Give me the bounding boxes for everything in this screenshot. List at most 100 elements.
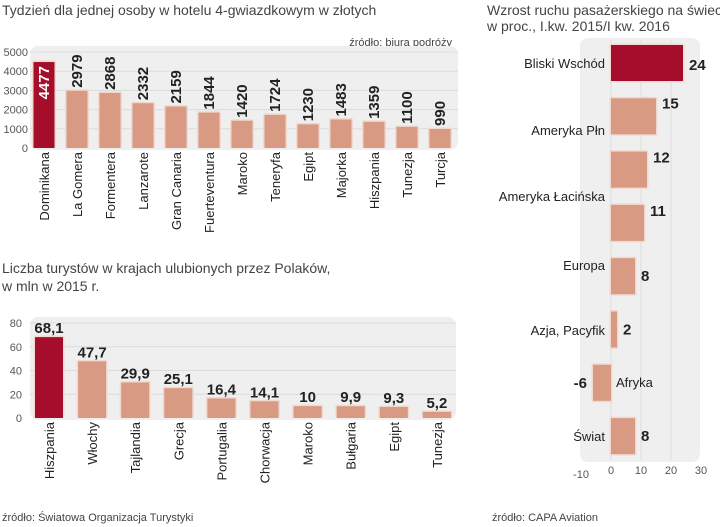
- value-label: 15: [662, 95, 679, 112]
- value-label: 2159: [168, 70, 185, 103]
- category-label: Europa: [563, 258, 606, 273]
- category-label: Turcja: [433, 151, 448, 187]
- category-label: Ameryka Płn: [531, 123, 605, 138]
- value-label: 1359: [366, 86, 383, 119]
- value-label: 2979: [69, 54, 86, 87]
- bar: [379, 406, 408, 418]
- category-label: Grecja: [171, 421, 186, 460]
- value-label: 4477: [36, 66, 53, 99]
- bar: [99, 92, 121, 148]
- value-label: 47,7: [77, 344, 106, 361]
- value-label: 8: [641, 268, 649, 285]
- bar: [396, 126, 418, 148]
- value-label: 1420: [234, 84, 251, 117]
- bar: [363, 121, 385, 148]
- value-label: 12: [653, 150, 670, 167]
- chart1-title: Tydzień dla jednej osoby w hotelu 4-gwia…: [2, 2, 376, 18]
- category-label: Formentera: [103, 151, 118, 219]
- y-tick-label: 2000: [4, 105, 28, 117]
- value-label: 1724: [267, 78, 284, 112]
- value-label: 25,1: [164, 371, 193, 388]
- bar: [198, 112, 220, 148]
- y-tick-label: 40: [10, 366, 22, 378]
- category-label: Egipt: [387, 422, 402, 452]
- category-label: Bliski Wschód: [524, 56, 605, 71]
- x-tick-label: 20: [665, 465, 677, 477]
- bar: [611, 204, 644, 241]
- chart2-title: Liczba turystów w krajach ulubionych prz…: [2, 260, 330, 276]
- category-label: Włochy: [85, 422, 100, 465]
- chart3-title-line2: w proc., I.kw. 2015/I kw. 2016: [486, 18, 670, 34]
- value-label: 2868: [102, 57, 119, 90]
- bar: [33, 62, 55, 149]
- value-label: 29,9: [121, 365, 150, 382]
- category-label: Maroko: [235, 152, 250, 195]
- bar: [78, 361, 107, 418]
- category-label: Portugalia: [214, 421, 229, 480]
- value-label: 1100: [399, 91, 416, 124]
- value-label: 1844: [201, 76, 218, 110]
- chart3-title: Wzrost ruchu pasażerskiego na świecie,: [487, 2, 720, 18]
- category-label: Teneryfa: [268, 151, 283, 202]
- bar: [165, 106, 187, 148]
- value-label: 9,3: [383, 390, 404, 407]
- value-label: -6: [574, 375, 587, 392]
- category-label: La Gomera: [70, 151, 85, 217]
- y-tick-label: 5000: [4, 47, 28, 59]
- bar: [132, 103, 154, 148]
- bar: [611, 45, 683, 81]
- chart2-title-line2: w mln w 2015 r.: [1, 278, 99, 294]
- category-label: Hiszpania: [367, 151, 382, 209]
- plot-panel: [580, 38, 700, 462]
- chart2-source: źródło: Światowa Organizacja Turystyki: [2, 511, 193, 524]
- bar: [611, 98, 656, 135]
- y-tick-label: 20: [10, 389, 22, 401]
- value-label: 11: [650, 203, 666, 220]
- value-label: 68,1: [34, 320, 63, 337]
- bar: [164, 388, 193, 418]
- bar: [35, 337, 63, 418]
- category-label: Afryka: [616, 375, 654, 390]
- category-label: Azja, Pacyfik: [531, 323, 606, 338]
- value-label: 24: [689, 57, 706, 74]
- x-tick-label: 30: [695, 465, 707, 477]
- value-label: 9,9: [340, 389, 361, 406]
- category-label: Lanzarote: [136, 152, 151, 210]
- category-label: Tunezja: [430, 421, 445, 468]
- bar: [264, 114, 286, 148]
- value-label: 1230: [300, 88, 317, 121]
- category-label: Bułgaria: [344, 421, 359, 469]
- bar: [250, 401, 279, 418]
- y-tick-label: 60: [10, 342, 22, 354]
- value-label: 2332: [135, 67, 152, 100]
- x-tick-label: 0: [608, 465, 614, 477]
- bar: [66, 90, 88, 148]
- y-tick-label: 0: [16, 413, 22, 425]
- x-tick-label: 10: [635, 465, 647, 477]
- category-label: Tajlandia: [128, 421, 143, 473]
- bar: [611, 151, 647, 188]
- category-label: Gran Canaria: [169, 151, 184, 230]
- bar: [231, 120, 253, 148]
- y-tick-label: 80: [10, 318, 22, 330]
- y-tick-label: 1000: [4, 124, 28, 136]
- category-label: Świat: [573, 429, 605, 444]
- value-label: 10: [299, 389, 316, 406]
- value-label: 990: [432, 101, 449, 126]
- chart3-source: źródło: CAPA Aviation: [492, 512, 598, 524]
- bar: [121, 382, 150, 418]
- category-label: Chorwacja: [258, 421, 273, 483]
- category-label: Maroko: [301, 422, 316, 465]
- category-label: Ameryka Łacińska: [499, 189, 606, 204]
- value-label: 16,4: [207, 382, 237, 399]
- y-tick-label: 4000: [4, 66, 28, 78]
- chart2-tourists: 0 20 40 60 80 68,1 Hiszpania 47,7 Włochy 29,9 Tajl…: [10, 317, 456, 483]
- chart3-passenger-growth: -10 0 10 20 30 24 15 12 11 8 2 -6 8 Bliski Wschód Amer…: [499, 38, 707, 481]
- bar: [207, 398, 236, 418]
- category-label: Majorka: [334, 151, 349, 198]
- x-tick-label: -10: [573, 469, 589, 481]
- value-label: 8: [641, 428, 649, 445]
- bar: [297, 124, 319, 148]
- value-label: 5,2: [426, 395, 447, 412]
